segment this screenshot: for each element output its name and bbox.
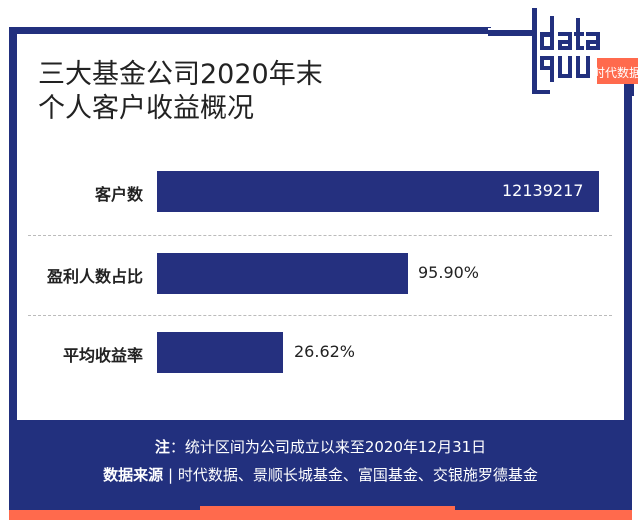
source-separator: | <box>167 466 174 484</box>
category-label: 平均收益率 <box>62 346 143 365</box>
footer-accent <box>200 506 455 512</box>
footer-note: 注：统计区间为公司成立以来至2020年12月31日 <box>9 436 632 457</box>
footer-source: 数据来源 | 时代数据、景顺长城基金、富国基金、交银施罗德基金 <box>9 464 632 485</box>
category-label: 客户数 <box>94 185 143 204</box>
data-label: 95.90% <box>418 263 480 282</box>
separator <box>28 315 612 316</box>
note-label: 注 <box>154 438 170 456</box>
data-label: 26.62% <box>294 342 356 361</box>
bar-profitable-ratio <box>157 253 408 294</box>
frame-border-top <box>9 27 491 34</box>
note-text: ：统计区间为公司成立以来至2020年12月31日 <box>169 438 487 456</box>
title-line-2: 个人客户收益概况 <box>38 93 254 124</box>
footer-stripe <box>9 510 632 520</box>
bar-average-return <box>157 332 283 373</box>
frame-border-left <box>9 27 17 517</box>
svg-text:时代数据: 时代数据 <box>593 65 638 80</box>
chart-title: 三大基金公司2020年末 个人客户收益概况 <box>38 58 323 126</box>
source-label: 数据来源 <box>103 466 164 484</box>
category-label: 盈利人数占比 <box>46 267 143 286</box>
bar-customers <box>157 171 599 212</box>
data-label: 12139217 <box>502 181 584 200</box>
separator <box>28 235 612 236</box>
title-line-1: 三大基金公司2020年末 <box>38 59 323 90</box>
frame-border-right <box>624 80 632 517</box>
datagoo-logo: 时代数据 <box>488 8 638 96</box>
footer: 注：统计区间为公司成立以来至2020年12月31日 数据来源 | 时代数据、景顺… <box>9 420 632 510</box>
source-text: 时代数据、景顺长城基金、富国基金、交银施罗德基金 <box>177 466 538 484</box>
